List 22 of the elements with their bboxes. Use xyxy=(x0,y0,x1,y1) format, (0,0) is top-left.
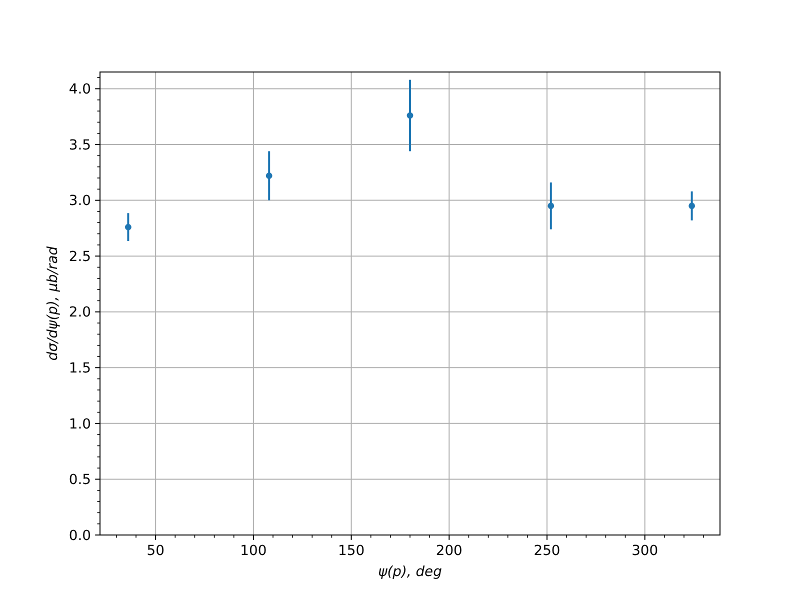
y-tick-label: 2.5 xyxy=(68,248,91,265)
y-tick-label: 2.0 xyxy=(68,304,91,321)
y-tick-label: 4.0 xyxy=(68,82,91,98)
x-axis-title: ψ(p), deg xyxy=(378,564,442,580)
y-tick-label: 0.5 xyxy=(68,472,91,488)
point xyxy=(548,202,554,210)
x-tick-label: 200 xyxy=(436,543,462,560)
y-tick-label: 1.5 xyxy=(68,360,91,377)
x-tick-label: 150 xyxy=(338,543,365,560)
point xyxy=(688,202,696,210)
y-tick-label: 1.0 xyxy=(68,416,91,432)
point xyxy=(124,224,132,230)
y-tick-label: 3.0 xyxy=(68,193,91,210)
y-tick-label: 3.5 xyxy=(68,137,91,154)
x-tick-label: 250 xyxy=(534,543,560,560)
y-tick-label: 0.0 xyxy=(68,528,91,544)
x-tick-label: 100 xyxy=(240,543,267,560)
point xyxy=(266,172,272,179)
x-tick-label: 300 xyxy=(632,543,658,560)
point xyxy=(406,112,414,119)
x-tick-label: 50 xyxy=(146,543,164,560)
y-axis-title: dσ/dψ(p), μb/rad xyxy=(45,246,61,361)
